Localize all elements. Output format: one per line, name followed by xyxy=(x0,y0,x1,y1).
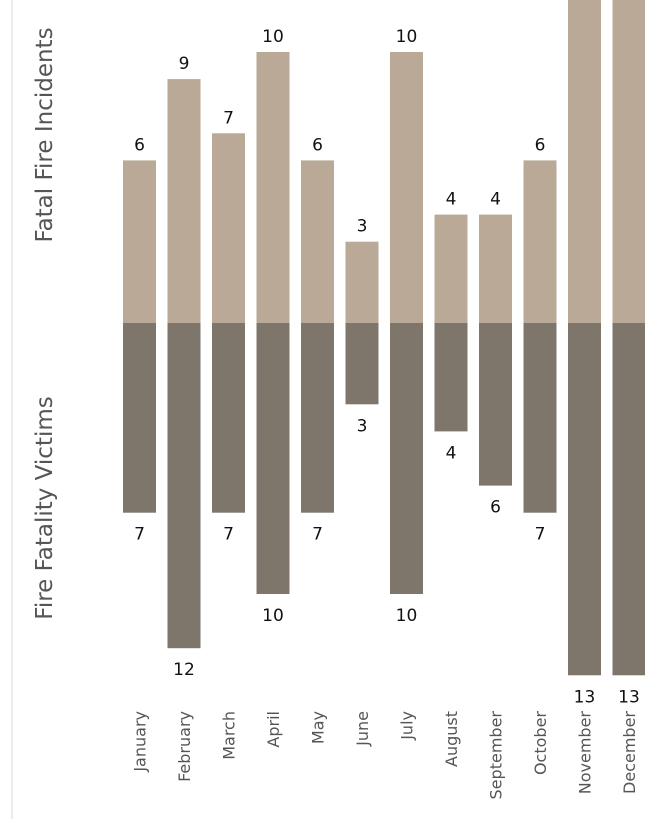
incident-value-label: 10 xyxy=(396,27,418,47)
incident-bar-april xyxy=(256,52,290,323)
incident-value-label: 4 xyxy=(490,190,501,210)
victim-bar-july xyxy=(390,323,423,594)
incident-value-label: 7 xyxy=(223,108,234,128)
incident-bar-july xyxy=(390,52,423,323)
incident-value-label: 9 xyxy=(179,54,190,74)
victim-bar-may xyxy=(301,323,334,513)
category-label: December xyxy=(620,711,639,794)
category-label: August xyxy=(442,711,461,767)
victim-value-label: 10 xyxy=(262,606,284,626)
incident-value-label: 4 xyxy=(446,190,457,210)
category-label: May xyxy=(309,711,328,744)
victim-bar-august xyxy=(434,323,468,432)
victim-bar-march xyxy=(212,323,245,513)
incident-bar-october xyxy=(523,160,557,323)
incident-value-label: 10 xyxy=(262,27,284,47)
category-label: January xyxy=(131,711,150,773)
incident-bar-january xyxy=(123,160,156,323)
victim-value-label: 13 xyxy=(574,687,596,707)
victim-bar-february xyxy=(167,323,201,649)
category-label: November xyxy=(576,711,595,795)
victim-value-label: 6 xyxy=(490,498,501,518)
victim-bar-november xyxy=(568,323,601,676)
incident-bar-june xyxy=(345,241,379,323)
incident-bar-may xyxy=(301,160,334,323)
victim-value-label: 3 xyxy=(357,416,368,436)
victim-bar-october xyxy=(523,323,557,513)
incident-bar-september xyxy=(479,214,512,323)
panel-label-victims: Fire Fatality Victims xyxy=(32,396,58,619)
incident-value-label: 6 xyxy=(134,135,145,155)
incidents-bars xyxy=(123,0,645,323)
incident-bar-december xyxy=(612,0,645,323)
victim-bar-april xyxy=(256,323,290,594)
incident-value-label: 6 xyxy=(535,135,546,155)
victim-bar-september xyxy=(479,323,512,486)
category-labels: January February March April May June July Augu… xyxy=(131,711,640,800)
category-label: February xyxy=(175,711,194,782)
value-labels: 6 7 9 12 7 7 10 10 6 7 3 3 10 10 4 4 4 6 6 7 13 13 xyxy=(134,27,640,707)
category-label: September xyxy=(487,711,506,800)
incident-bar-november xyxy=(568,0,601,323)
victim-value-label: 12 xyxy=(173,660,195,680)
category-label: October xyxy=(531,711,550,775)
victim-bar-december xyxy=(612,323,645,676)
victim-bar-january xyxy=(123,323,156,513)
incident-bar-february xyxy=(167,79,201,323)
victim-bar-june xyxy=(345,323,379,405)
victim-value-label: 4 xyxy=(446,443,457,463)
victims-bars xyxy=(123,323,645,676)
victim-value-label: 10 xyxy=(396,606,418,626)
incident-bar-march xyxy=(212,133,245,323)
category-label: April xyxy=(264,711,283,748)
victim-value-label: 7 xyxy=(223,525,234,545)
category-label: July xyxy=(398,711,417,741)
category-label: June xyxy=(353,711,372,747)
victim-value-label: 13 xyxy=(618,687,640,707)
category-label: March xyxy=(220,711,239,760)
incident-value-label: 6 xyxy=(312,135,323,155)
panel-label-incidents: Fatal Fire Incidents xyxy=(32,27,58,242)
incident-value-label: 3 xyxy=(357,217,368,237)
victim-value-label: 7 xyxy=(134,525,145,545)
victim-value-label: 7 xyxy=(312,525,323,545)
incident-bar-august xyxy=(434,214,468,323)
victim-value-label: 7 xyxy=(535,525,546,545)
